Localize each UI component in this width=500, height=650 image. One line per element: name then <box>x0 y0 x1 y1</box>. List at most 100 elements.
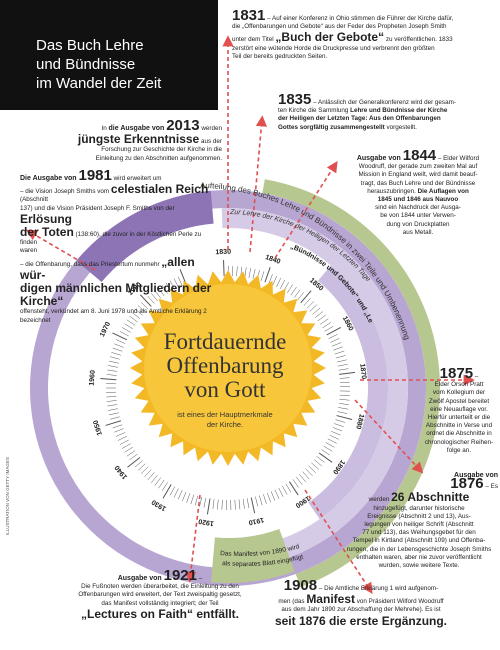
tick-mark <box>272 276 277 286</box>
note-1908-line-1: – Die Amtliche Erklärung 1 wird aufgenom… <box>317 585 439 592</box>
note-1875-year: 1875 <box>439 365 474 382</box>
note-1921-line-2: Die Fußnoten werden überarbeitet, die Ei… <box>81 583 239 591</box>
tick-mark <box>151 293 158 302</box>
tick-mark <box>316 456 325 463</box>
note-1844-line-1: – Elder Wilford <box>436 155 480 162</box>
tick-mark <box>121 443 131 449</box>
note-1875-line-2: Elder Orson Pratt <box>434 381 484 389</box>
note-1921-term-1: „Lectures on Faith“ entfällt. <box>80 606 239 621</box>
tick-mark <box>268 274 273 284</box>
tick-mark <box>154 477 161 486</box>
tick-mark <box>246 498 250 509</box>
tick-mark <box>140 302 149 310</box>
tick-mark <box>266 492 271 503</box>
tick-mark <box>137 463 146 471</box>
note-1876-line-3: Ereignisse (Abschnitt 2 und 13), Aus- <box>367 512 471 520</box>
tick-mark <box>252 269 256 279</box>
tick-mark <box>236 266 238 277</box>
tick-mark <box>325 442 335 448</box>
note-1981-year: 1981 <box>78 167 112 184</box>
tick-mark <box>158 287 165 297</box>
tick-mark <box>186 493 191 503</box>
note-1835-year: 1835 <box>278 91 312 108</box>
note-1876-line-0: – Es <box>483 483 498 491</box>
tick-label-1960: 1960 <box>89 370 97 386</box>
tick-mark <box>162 482 168 491</box>
tick-mark <box>165 282 172 292</box>
tick-mark <box>321 449 331 456</box>
tick-mark <box>274 489 280 499</box>
tick-mark <box>322 322 332 329</box>
center-subtitle: ist eines der Hauptmerkmale der Kirche. <box>160 410 290 430</box>
ring-middle <box>221 208 409 562</box>
tick-mark <box>334 350 345 355</box>
tick-mark <box>320 318 329 325</box>
tick-mark <box>287 284 293 294</box>
event-arrow-1 <box>249 115 267 253</box>
tick-mark <box>244 267 247 278</box>
tick-mark <box>295 476 303 485</box>
tick-mark <box>288 481 299 496</box>
tick-mark <box>221 499 223 510</box>
tick-mark <box>294 289 301 298</box>
tick-mark <box>248 268 252 279</box>
tick-mark <box>327 438 337 444</box>
tick-mark <box>223 260 225 277</box>
tick-mark <box>124 446 134 453</box>
note-1876-bold-1: 26 Abschnitte <box>391 490 470 505</box>
tick-mark <box>336 415 353 420</box>
tick-mark <box>162 484 172 499</box>
tick-mark <box>177 276 183 286</box>
tick-mark <box>190 494 195 505</box>
tick-mark <box>169 486 175 496</box>
sun-disc <box>144 284 312 452</box>
tick-mark <box>338 403 349 405</box>
note-1835-line-3: vorgestellt. <box>384 123 417 131</box>
tick-mark <box>132 312 141 319</box>
note-1835-bold-1: Lehre und Bündnisse der Kirche <box>350 107 448 115</box>
tick-mark <box>173 488 179 498</box>
tick-mark <box>112 347 123 352</box>
note-1876-line-8: enthalten waren, aber nie zuvor veröffen… <box>356 553 482 561</box>
note-1981-line-4: (138:60), die zuvor in der Köstlichen Pe… <box>20 231 202 247</box>
tick-mark <box>336 359 347 363</box>
tick-mark <box>154 290 161 299</box>
tick-mark <box>250 497 256 514</box>
note-1981-line-1: wird erweitert um <box>111 175 162 182</box>
tick-mark <box>100 378 117 381</box>
note-1908-year: 1908 <box>283 577 318 594</box>
tick-mark <box>333 346 343 351</box>
note-1831-line-4: zerstört eine wütende Horde die Druckpre… <box>232 44 435 52</box>
note-1876-line-1: werden <box>368 496 392 504</box>
tick-mark <box>339 398 350 401</box>
tick-label-1910: 1910 <box>248 516 265 526</box>
tick-mark <box>117 435 128 441</box>
tick-mark <box>331 342 342 347</box>
tick-mark <box>328 334 338 339</box>
tick-mark <box>285 483 292 493</box>
note-1908-term-1: Manifest <box>306 592 355 607</box>
tick-mark <box>339 371 356 375</box>
note-1981-line-7: offensteht, verkündet am 8. Juni 1978 un… <box>20 308 207 316</box>
tick-mark <box>112 332 128 341</box>
tick-mark <box>259 495 263 506</box>
tick-mark <box>126 319 136 326</box>
tick-mark <box>263 494 267 504</box>
tick-mark <box>199 496 203 507</box>
note-1908-line-2b: von Präsident Wilford Woodruff <box>355 598 444 606</box>
tick-mark <box>279 279 286 289</box>
note-1921-year: 1921 <box>163 567 197 584</box>
tick-mark <box>303 298 311 306</box>
tick-label-1940: 1940 <box>114 464 129 481</box>
tick-mark <box>335 355 346 359</box>
note-1835-line-2: ten Kirche die Sammlung <box>278 107 351 115</box>
tick-mark <box>255 496 259 507</box>
center-title-line-2: Offenbarung <box>166 353 284 378</box>
note-1876-line-9: wurden, sowie weitere Texte. <box>378 562 460 570</box>
tick-mark <box>238 499 241 510</box>
tick-mark <box>312 307 321 315</box>
note-1844-line-3: Mission in England weilt, wird damit bea… <box>358 171 478 179</box>
note-1921-pre: Ausgabe von <box>117 575 164 582</box>
sun-burst <box>130 270 326 466</box>
note-1908: 1908 – Die Amtliche Erklärung 1 wird auf… <box>272 578 450 628</box>
